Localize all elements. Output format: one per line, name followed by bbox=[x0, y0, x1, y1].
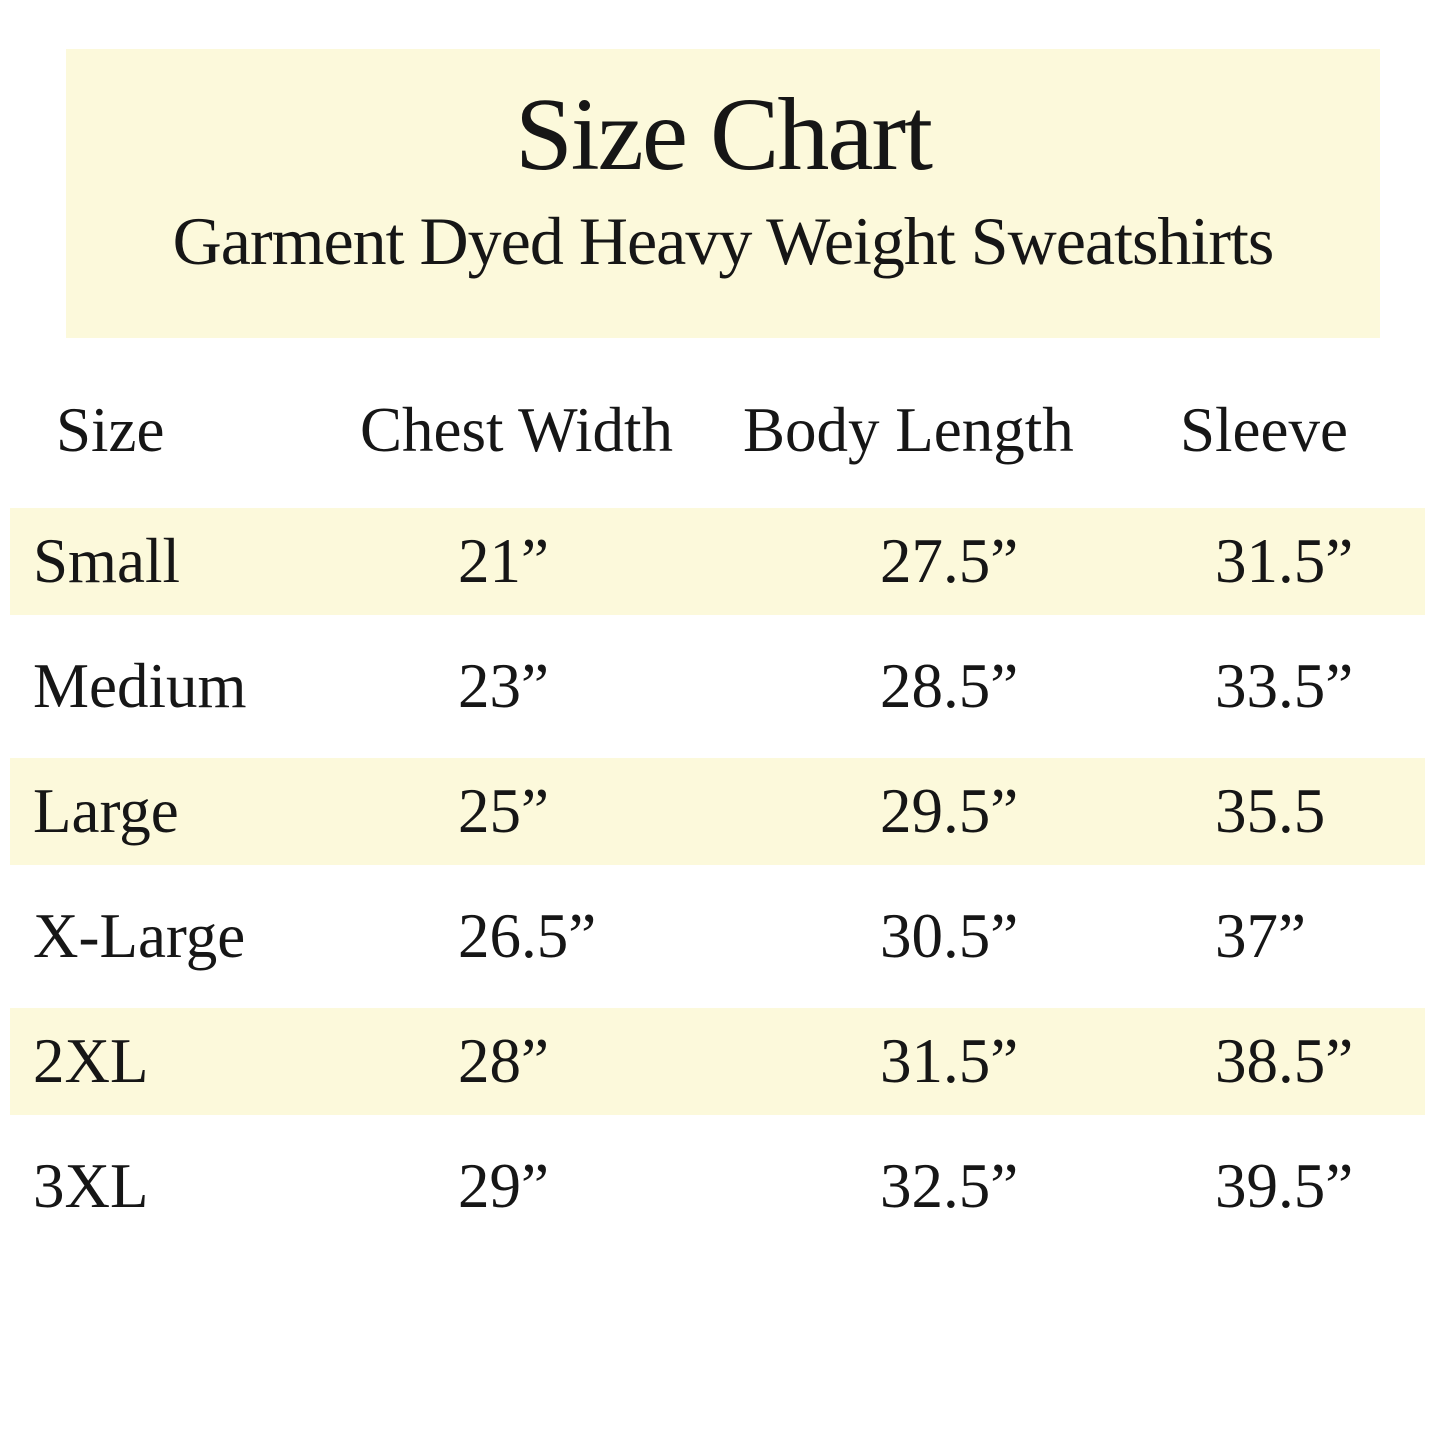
table-row-x-large: X-Large 26.5” 30.5” 37” bbox=[10, 883, 1425, 990]
size-table: Small 21” 27.5” 31.5” Medium 23” 28.5” 3… bbox=[10, 508, 1425, 1258]
column-header-sleeve: Sleeve bbox=[1180, 395, 1348, 465]
body-length-cell: 28.5” bbox=[880, 651, 1019, 721]
sleeve-cell: 33.5” bbox=[1215, 651, 1354, 721]
chest-width-cell: 28” bbox=[458, 1026, 549, 1096]
header-panel: Size Chart Garment Dyed Heavy Weight Swe… bbox=[66, 49, 1380, 338]
column-header-body-length: Body Length bbox=[743, 395, 1074, 465]
size-cell: Medium bbox=[33, 651, 247, 721]
sleeve-cell: 38.5” bbox=[1215, 1026, 1354, 1096]
size-cell: X-Large bbox=[33, 901, 246, 971]
chart-title: Size Chart bbox=[514, 77, 933, 192]
body-length-cell: 30.5” bbox=[880, 901, 1019, 971]
table-row-small: Small 21” 27.5” 31.5” bbox=[10, 508, 1425, 615]
body-length-cell: 29.5” bbox=[880, 776, 1019, 846]
chest-width-cell: 29” bbox=[458, 1151, 549, 1221]
size-cell: 3XL bbox=[33, 1151, 149, 1221]
column-header-chest-width: Chest Width bbox=[360, 395, 674, 465]
column-header-size: Size bbox=[56, 395, 165, 465]
body-length-cell: 31.5” bbox=[880, 1026, 1019, 1096]
table-row-large: Large 25” 29.5” 35.5 bbox=[10, 758, 1425, 865]
chart-subtitle: Garment Dyed Heavy Weight Sweatshirts bbox=[172, 202, 1275, 279]
sleeve-cell: 37” bbox=[1215, 901, 1306, 971]
chest-width-cell: 21” bbox=[458, 526, 549, 596]
table-row-3xl: 3XL 29” 32.5” 39.5” bbox=[10, 1133, 1425, 1240]
table-header-row: Size Chest Width Body Length Sleeve bbox=[0, 385, 1445, 475]
sleeve-cell: 31.5” bbox=[1215, 526, 1354, 596]
body-length-cell: 27.5” bbox=[880, 526, 1019, 596]
size-cell: Small bbox=[33, 526, 181, 596]
chest-width-cell: 26.5” bbox=[458, 901, 597, 971]
chest-width-cell: 23” bbox=[458, 651, 549, 721]
size-cell: Large bbox=[33, 776, 179, 846]
size-cell: 2XL bbox=[33, 1026, 149, 1096]
body-length-cell: 32.5” bbox=[880, 1151, 1019, 1221]
sleeve-cell: 39.5” bbox=[1215, 1151, 1354, 1221]
table-row-medium: Medium 23” 28.5” 33.5” bbox=[10, 633, 1425, 740]
sleeve-cell: 35.5 bbox=[1215, 776, 1326, 846]
chest-width-cell: 25” bbox=[458, 776, 549, 846]
table-row-2xl: 2XL 28” 31.5” 38.5” bbox=[10, 1008, 1425, 1115]
